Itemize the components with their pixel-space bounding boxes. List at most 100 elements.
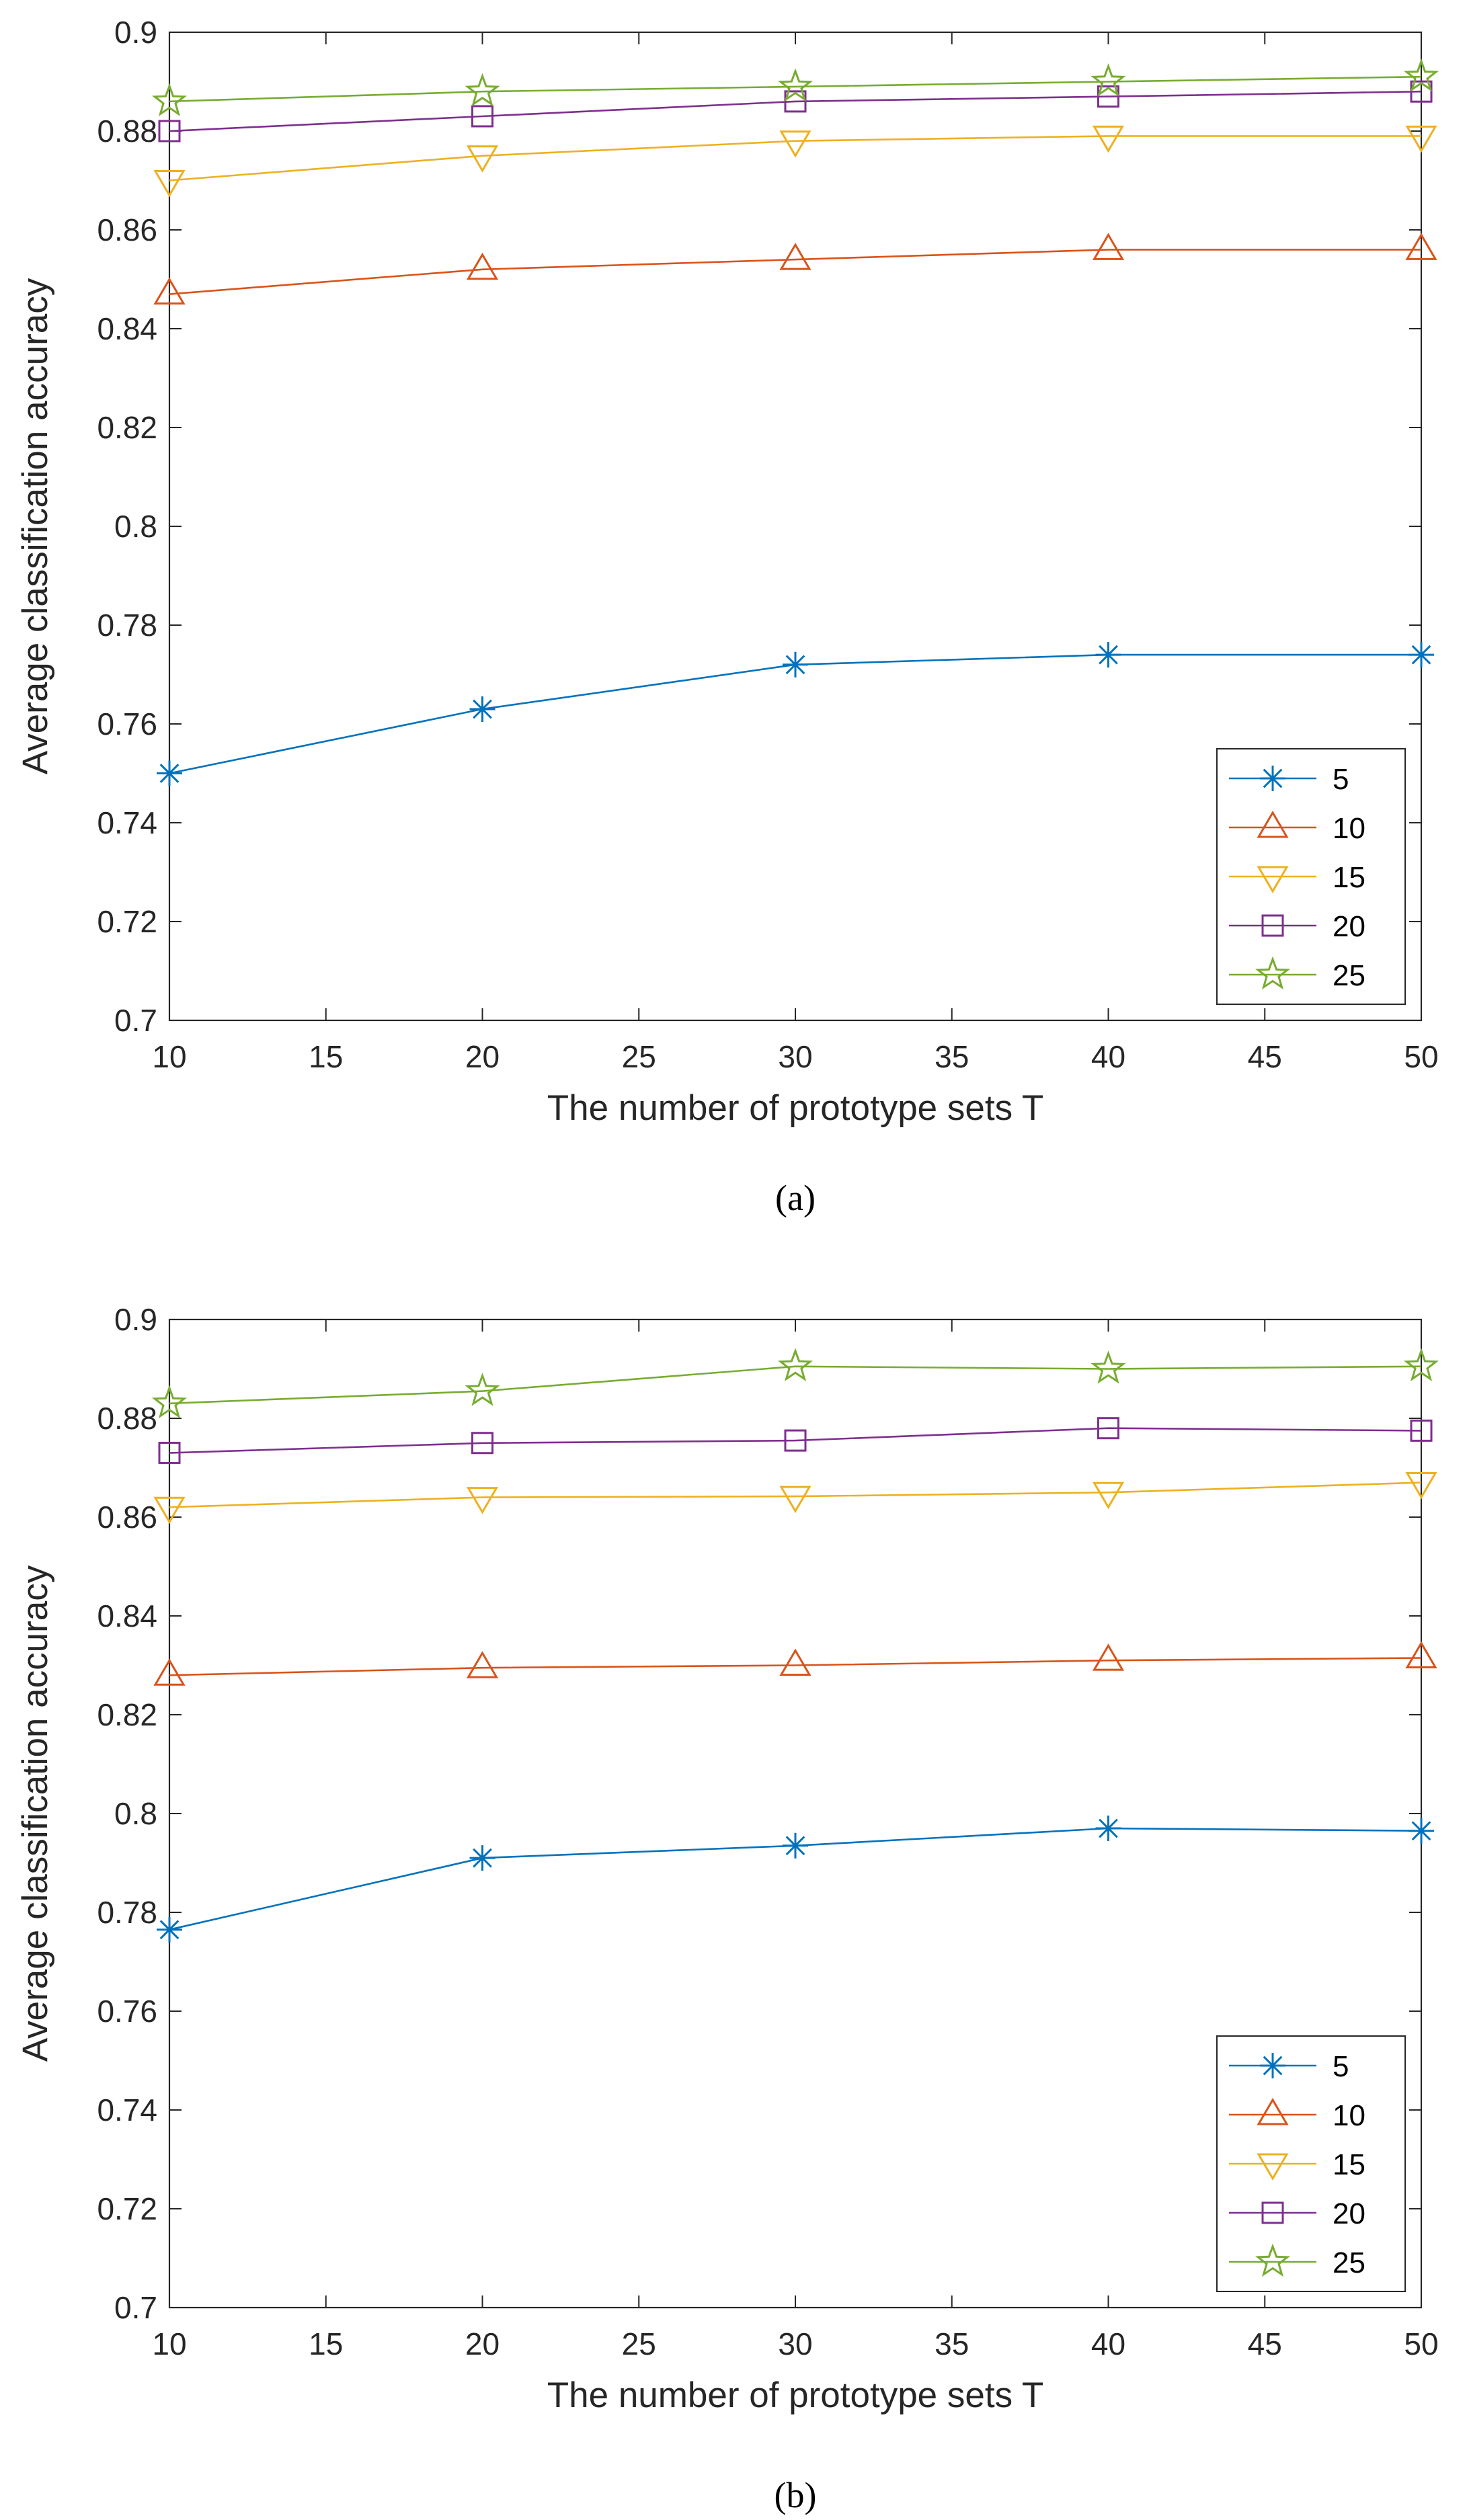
data-point-25-20 bbox=[465, 73, 500, 107]
y-tick-label: 0.8 bbox=[114, 1796, 157, 1831]
legend-marker-20 bbox=[1261, 2201, 1284, 2224]
series-25 bbox=[151, 1348, 1439, 1419]
x-tick-label: 10 bbox=[152, 2326, 186, 2361]
data-point-5-30 bbox=[783, 651, 808, 678]
legend-marker-25 bbox=[1255, 2243, 1291, 2277]
chart-panel-a: 10 15 20 25 30 35 40 45 50 0.7 0.72 0.74 0.76 0.78 0.8… bbox=[15, 15, 1439, 1218]
legend-label-25: 25 bbox=[1333, 2246, 1365, 2279]
series-line-20 bbox=[169, 1427, 1422, 1454]
y-tick-label: 0.7 bbox=[114, 2290, 157, 2325]
x-tick-label: 20 bbox=[465, 2326, 500, 2361]
data-point-20-30 bbox=[784, 90, 807, 113]
data-point-5-20 bbox=[469, 1845, 495, 1871]
data-point-15-20 bbox=[466, 1487, 499, 1514]
x-tick-label: 35 bbox=[935, 2326, 969, 2361]
x-axis-label: The number of prototype sets T bbox=[547, 2375, 1043, 2415]
x-tick-label: 15 bbox=[309, 2326, 343, 2361]
data-point-15-30 bbox=[779, 1486, 811, 1514]
legend: 5 10 15 20 25 bbox=[1216, 748, 1406, 1005]
data-point-25-40 bbox=[1091, 1350, 1126, 1384]
plot-area bbox=[168, 1318, 1423, 2309]
x-tick-label: 40 bbox=[1091, 1039, 1125, 1074]
legend-entry-25: 25 bbox=[1229, 956, 1365, 992]
legend-entry-25: 25 bbox=[1229, 2243, 1365, 2279]
series-15 bbox=[153, 1472, 1437, 1525]
y-tick-label: 0.72 bbox=[97, 904, 157, 939]
legend-label-10: 10 bbox=[1333, 812, 1365, 845]
y-tick-label: 0.76 bbox=[97, 1994, 157, 2029]
data-point-10-30 bbox=[779, 1648, 811, 1676]
data-point-5-40 bbox=[1095, 642, 1121, 668]
data-point-15-10 bbox=[153, 170, 186, 198]
series-5 bbox=[157, 1816, 1434, 1943]
series-line-25 bbox=[169, 1365, 1422, 1405]
legend-label-5: 5 bbox=[1333, 2050, 1349, 2083]
data-point-5-10 bbox=[157, 760, 182, 786]
legend-label-20: 20 bbox=[1333, 2197, 1365, 2230]
series-line-25 bbox=[169, 75, 1422, 103]
data-point-20-10 bbox=[158, 1441, 181, 1464]
x-tick-label: 25 bbox=[622, 2326, 656, 2361]
y-tick-label: 0.72 bbox=[97, 2191, 157, 2226]
y-tick-label: 0.84 bbox=[97, 311, 157, 346]
y-tick-label: 0.86 bbox=[97, 1500, 157, 1535]
legend-entry-15: 15 bbox=[1229, 861, 1365, 894]
legend-label-10: 10 bbox=[1333, 2099, 1365, 2132]
x-tick-label: 10 bbox=[152, 1039, 186, 1074]
data-point-10-40 bbox=[1092, 233, 1125, 260]
data-point-20-20 bbox=[471, 105, 493, 128]
y-tick-label: 0.78 bbox=[97, 608, 157, 643]
data-point-20-10 bbox=[158, 120, 181, 143]
y-tick-label: 0.9 bbox=[114, 1302, 157, 1337]
data-point-15-50 bbox=[1405, 125, 1437, 153]
data-point-25-50 bbox=[1403, 1348, 1439, 1381]
data-point-15-40 bbox=[1092, 1481, 1125, 1510]
x-tick-label: 45 bbox=[1248, 1039, 1282, 1074]
y-tick-label: 0.8 bbox=[114, 509, 157, 544]
data-point-10-50 bbox=[1405, 1641, 1437, 1668]
legend-entry-20: 20 bbox=[1229, 2197, 1365, 2230]
y-tick-label: 0.82 bbox=[97, 410, 157, 445]
plot-area bbox=[168, 31, 1423, 1022]
y-tick-label: 0.82 bbox=[97, 1697, 157, 1732]
legend-entry-10: 10 bbox=[1229, 2098, 1365, 2132]
y-tick-label: 0.88 bbox=[97, 1401, 157, 1436]
data-point-5-50 bbox=[1409, 642, 1434, 668]
legend-marker-10 bbox=[1257, 2098, 1289, 2125]
y-tick-label: 0.74 bbox=[97, 805, 157, 840]
legend-marker-10 bbox=[1257, 811, 1289, 838]
legend: 5 10 15 20 25 bbox=[1216, 2035, 1406, 2292]
legend-marker-5 bbox=[1260, 2053, 1285, 2078]
legend-marker-25 bbox=[1255, 956, 1291, 990]
data-point-15-40 bbox=[1092, 125, 1125, 153]
x-tick-label: 50 bbox=[1404, 2326, 1438, 2361]
data-point-20-20 bbox=[471, 1432, 493, 1455]
figure-caption: (a) bbox=[775, 1178, 816, 1218]
legend-marker-5 bbox=[1260, 766, 1285, 791]
y-tick-label: 0.9 bbox=[114, 15, 157, 50]
y-tick-label: 0.88 bbox=[97, 114, 157, 149]
series-5 bbox=[157, 642, 1434, 786]
y-tick-label: 0.78 bbox=[97, 1895, 157, 1930]
x-tick-label: 15 bbox=[309, 1039, 343, 1074]
data-point-15-50 bbox=[1405, 1472, 1437, 1500]
data-point-20-40 bbox=[1097, 85, 1119, 108]
legend-entry-5: 5 bbox=[1229, 763, 1349, 796]
data-point-15-10 bbox=[153, 1496, 186, 1525]
legend-entry-15: 15 bbox=[1229, 2148, 1365, 2181]
legend-label-15: 15 bbox=[1333, 861, 1365, 894]
series-20 bbox=[158, 1417, 1433, 1464]
data-point-5-10 bbox=[157, 1916, 182, 1943]
y-tick-label: 0.86 bbox=[97, 212, 157, 247]
y-tick-label: 0.74 bbox=[97, 2092, 157, 2127]
data-point-10-30 bbox=[779, 243, 811, 270]
x-tick-label: 30 bbox=[778, 1039, 812, 1074]
legend-label-5: 5 bbox=[1333, 763, 1349, 796]
series-line-15 bbox=[169, 1481, 1422, 1508]
data-point-20-40 bbox=[1097, 1417, 1119, 1440]
data-point-25-10 bbox=[151, 83, 188, 117]
series-line-20 bbox=[169, 90, 1422, 132]
legend-marker-15 bbox=[1257, 866, 1289, 893]
y-tick-label: 0.84 bbox=[97, 1598, 157, 1633]
